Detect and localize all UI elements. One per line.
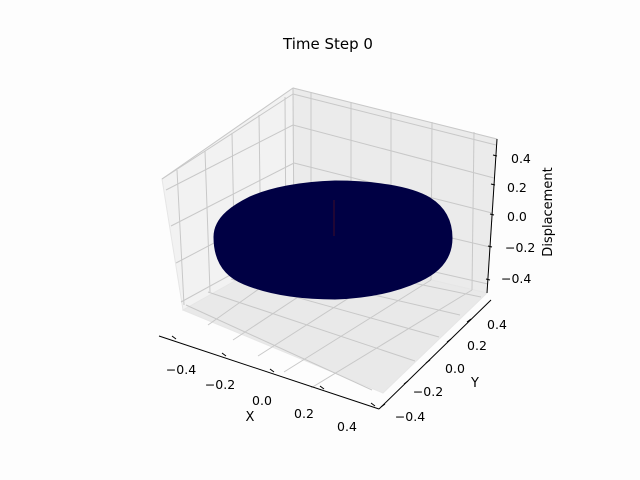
x-axis-label: X xyxy=(246,410,255,425)
y-ticks: −0.4 −0.2 0.0 0.2 0.4 xyxy=(380,317,507,424)
y-tick-label: 0.4 xyxy=(487,317,507,332)
y-tick-label: 0.2 xyxy=(467,338,487,353)
surface xyxy=(213,180,453,300)
z-axis-line xyxy=(486,138,498,294)
x-ticks: −0.4 −0.2 0.0 0.2 0.4 xyxy=(166,335,376,434)
z-tick-label: 0.4 xyxy=(511,151,531,166)
x-axis-line xyxy=(158,335,380,410)
axes xyxy=(158,138,498,410)
x-tick-label: 0.4 xyxy=(337,419,357,434)
z-ticks: −0.4 −0.2 0.0 0.2 0.4 xyxy=(485,151,535,286)
y-tick-label: 0.0 xyxy=(445,361,465,376)
z-tick-label: 0.2 xyxy=(507,180,527,195)
z-axis-label: Displacement xyxy=(541,167,556,256)
z-tick-label: −0.2 xyxy=(505,240,535,255)
z-tick-label: 0.0 xyxy=(507,209,527,224)
y-tick-label: −0.4 xyxy=(395,409,425,424)
y-axis-line xyxy=(378,299,492,410)
displacement-surface xyxy=(213,180,453,300)
z-tick-label: −0.4 xyxy=(501,271,531,286)
x-tick-label: 0.0 xyxy=(252,393,272,408)
x-tick-label: −0.2 xyxy=(205,377,235,392)
chart-title: Time Step 0 xyxy=(282,35,373,53)
x-tick-label: 0.2 xyxy=(294,406,314,421)
y-tick-label: −0.2 xyxy=(413,384,443,399)
x-tick-label: −0.4 xyxy=(166,362,196,377)
y-axis-label: Y xyxy=(470,376,479,391)
